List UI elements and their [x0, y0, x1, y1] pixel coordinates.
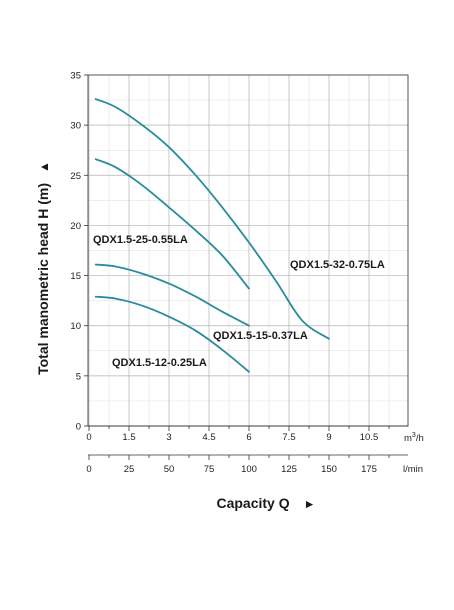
- series-labels: QDX1.5-32-0.75LA QDX1.5-25-0.55LA QDX1.5-1…: [93, 234, 385, 369]
- x-tick-label-secondary: 0: [86, 464, 91, 475]
- y-tick-label: 0: [76, 422, 81, 433]
- x-tick-label-secondary: 100: [241, 464, 257, 475]
- x-tick-label-primary: 10.5: [360, 432, 379, 443]
- y-axis-title: Total manometric head H (m)▲: [35, 161, 51, 375]
- series-curve: [94, 158, 250, 290]
- x-tick-label-secondary: 175: [361, 464, 377, 475]
- axes: 0 5 10 15 20 25 30 35 0 1.5 3 4.5 6 7.5 9 10.5 0 25 50 75 10…: [70, 71, 409, 475]
- x-tick-label-secondary: 150: [321, 464, 337, 475]
- series-lines: [94, 98, 330, 373]
- y-tick-label: 5: [76, 371, 81, 382]
- x-tick-label-primary: 4.5: [202, 432, 215, 443]
- series-label: QDX1.5-25-0.55LA: [93, 234, 188, 246]
- y-tick-label: 10: [70, 321, 81, 332]
- x-tick-label-primary: 0: [86, 432, 91, 443]
- x-unit-primary: m3/h: [404, 432, 424, 444]
- x-tick-label-primary: 9: [326, 432, 331, 443]
- y-tick-label: 25: [70, 171, 81, 182]
- series-label: QDX1.5-15-0.37LA: [213, 330, 308, 342]
- y-tick-label: 20: [70, 221, 81, 232]
- series-label: QDX1.5-12-0.25LA: [112, 357, 207, 369]
- x-tick-label-secondary: 25: [124, 464, 135, 475]
- y-tick-label: 35: [70, 71, 81, 82]
- x-tick-label-secondary: 75: [204, 464, 215, 475]
- x-tick-label-secondary: 50: [164, 464, 175, 475]
- x-tick-label-primary: 1.5: [122, 432, 135, 443]
- x-tick-label-primary: 3: [166, 432, 171, 443]
- series-curve: [94, 263, 250, 327]
- x-tick-label-primary: 6: [246, 432, 251, 443]
- x-unit-secondary: l/min: [403, 464, 423, 475]
- series-curve: [94, 98, 330, 340]
- x-axis-title: Capacity Q ►: [216, 495, 315, 511]
- series-curve: [94, 295, 250, 373]
- y-tick-label: 15: [70, 271, 81, 282]
- x-tick-label-secondary: 125: [281, 464, 297, 475]
- y-tick-label: 30: [70, 121, 81, 132]
- series-label: QDX1.5-32-0.75LA: [290, 259, 385, 271]
- x-tick-label-primary: 7.5: [282, 432, 295, 443]
- grid: [88, 74, 408, 427]
